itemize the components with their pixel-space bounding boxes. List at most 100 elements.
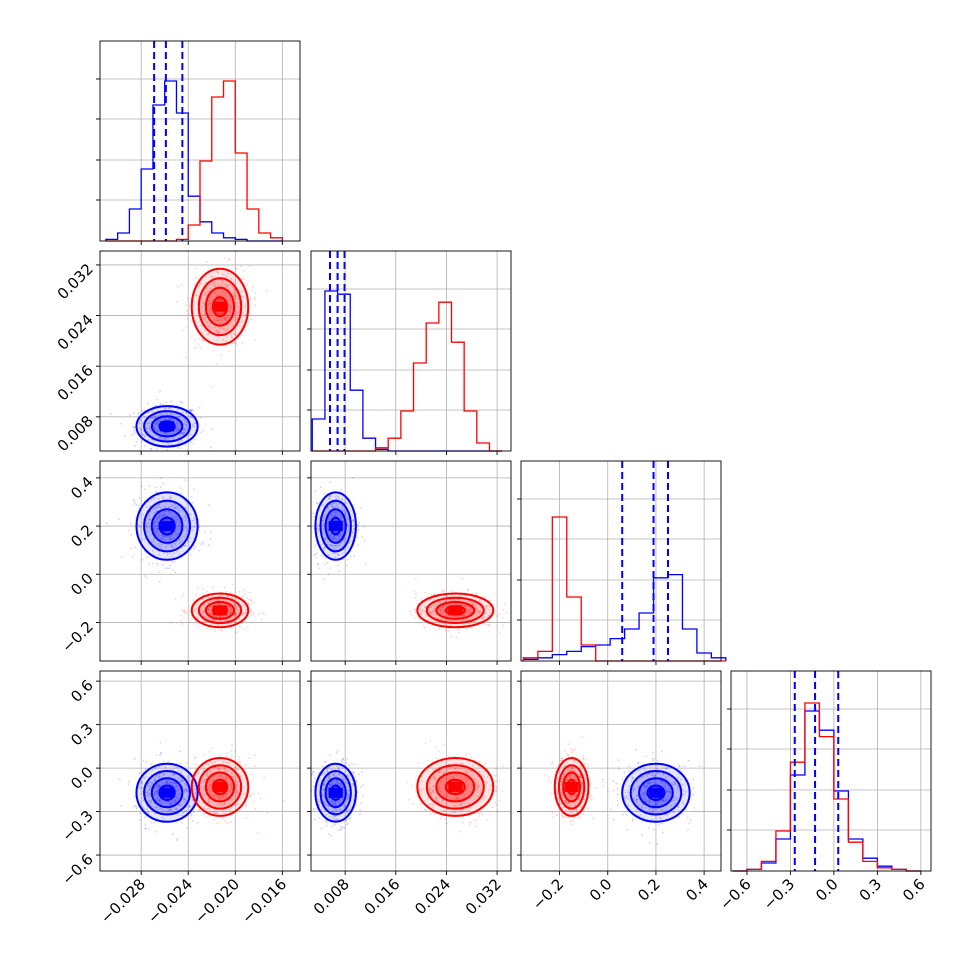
scatter-point — [171, 800, 174, 803]
contour-line — [190, 592, 250, 629]
scatter-point — [332, 506, 334, 509]
scatter-point — [182, 433, 185, 436]
scatter-point — [313, 777, 316, 779]
scatter-point — [152, 435, 154, 438]
scatter-point — [188, 409, 191, 411]
scatter-point — [175, 532, 177, 535]
scatter-point — [692, 778, 695, 781]
scatter-point — [174, 801, 176, 804]
scatter-point — [450, 590, 453, 593]
scatter-point — [210, 311, 213, 314]
x-tick-label: 0.024 — [411, 875, 454, 918]
scatter-point — [147, 402, 150, 405]
scatter-point — [140, 485, 143, 488]
scatter-point — [344, 512, 347, 515]
scatter-point — [155, 528, 158, 531]
scatter-point — [191, 520, 194, 522]
scatter-point — [415, 592, 417, 595]
scatter-point — [359, 813, 361, 816]
scatter-point — [227, 622, 230, 625]
scatter-point — [170, 400, 173, 403]
scatter-point — [190, 513, 192, 516]
scatter-point — [148, 788, 151, 791]
scatter-point — [324, 760, 327, 763]
scatter-point — [336, 507, 339, 509]
scatter-point — [339, 512, 341, 515]
scatter-point — [217, 331, 220, 334]
scatter-point — [322, 549, 325, 552]
scatter-point — [213, 628, 216, 631]
scatter-point — [198, 337, 200, 340]
panel-3-1 — [311, 739, 505, 837]
scatter-point — [331, 513, 334, 516]
scatter-point — [175, 507, 178, 510]
scatter-point — [216, 339, 218, 342]
scatter-point — [140, 782, 143, 784]
scatter-point — [209, 618, 212, 620]
scatter-point — [457, 631, 460, 634]
scatter-point — [241, 321, 244, 324]
scatter-point — [442, 604, 444, 607]
scatter-point — [434, 746, 437, 748]
scatter-point — [464, 618, 467, 621]
scatter-point — [162, 783, 165, 786]
scatter-point — [185, 611, 188, 613]
scatter-point — [171, 784, 174, 787]
scatter-point — [341, 825, 344, 828]
scatter-point — [215, 812, 218, 815]
scatter-point — [184, 779, 187, 782]
scatter-point — [208, 750, 211, 753]
scatter-point — [138, 421, 141, 424]
scatter-point — [148, 793, 151, 796]
scatter-point — [419, 612, 422, 615]
scatter-point — [223, 274, 226, 276]
scatter-point — [139, 525, 142, 528]
scatter-point — [145, 427, 148, 430]
scatter-point — [215, 315, 218, 318]
scatter-point — [158, 534, 160, 537]
scatter-point — [319, 486, 322, 489]
scatter-point — [201, 594, 203, 597]
scatter-point — [335, 539, 338, 541]
scatter-point — [171, 504, 174, 507]
scatter-point — [184, 516, 187, 519]
scatter-point — [165, 401, 168, 404]
scatter-point — [219, 328, 222, 331]
scatter-point — [239, 761, 242, 764]
scatter-point — [340, 828, 343, 831]
scatter-point — [148, 563, 151, 566]
scatter-point — [177, 797, 179, 800]
panel-frame — [310, 250, 512, 452]
scatter-point — [142, 760, 145, 762]
scatter-point — [337, 564, 340, 567]
scatter-point — [162, 539, 165, 541]
scatter-point — [217, 602, 220, 605]
scatter-point — [185, 424, 188, 427]
scatter-point — [167, 510, 170, 513]
scatter-point — [461, 619, 463, 622]
scatter-point — [130, 533, 133, 536]
scatter-point — [233, 289, 236, 291]
scatter-point — [342, 523, 345, 526]
scatter-point — [154, 486, 157, 489]
scatter-point — [326, 543, 329, 546]
scatter-point — [154, 812, 157, 815]
scatter-point — [155, 421, 158, 424]
scatter-point — [470, 621, 473, 624]
contour-line — [211, 605, 229, 616]
scatter-point — [181, 540, 183, 543]
scatter-point — [173, 782, 176, 785]
contour-line — [314, 491, 357, 561]
scatter-point — [189, 433, 192, 436]
scatter-point — [218, 821, 221, 824]
scatter-point — [449, 619, 451, 622]
scatter-point — [175, 515, 178, 518]
scatter-point — [133, 431, 135, 433]
scatter-point — [156, 448, 159, 450]
scatter-point — [162, 402, 165, 405]
scatter-point — [462, 614, 465, 616]
scatter-point — [186, 428, 189, 431]
scatter-point — [423, 591, 426, 594]
scatter-point — [461, 577, 464, 580]
scatter-point — [324, 537, 327, 540]
